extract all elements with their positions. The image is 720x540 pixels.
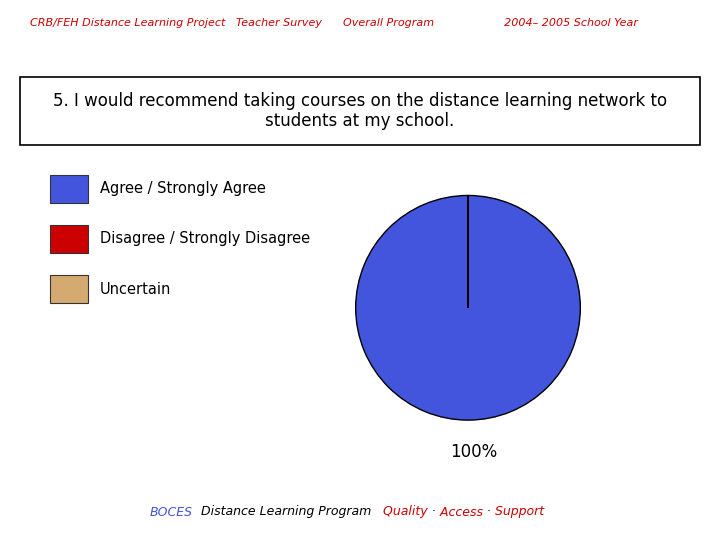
- Text: BOCES: BOCES: [150, 505, 193, 518]
- Text: ·: ·: [432, 505, 436, 518]
- FancyBboxPatch shape: [50, 175, 88, 203]
- Text: 5. I would recommend taking courses on the distance learning network to
students: 5. I would recommend taking courses on t…: [53, 92, 667, 130]
- Text: Distance Learning Program: Distance Learning Program: [193, 505, 372, 518]
- Text: Uncertain: Uncertain: [100, 281, 171, 296]
- FancyBboxPatch shape: [50, 225, 88, 253]
- FancyBboxPatch shape: [50, 275, 88, 303]
- Text: 100%: 100%: [450, 443, 498, 461]
- Text: Disagree / Strongly Disagree: Disagree / Strongly Disagree: [100, 232, 310, 246]
- Text: Access: Access: [436, 505, 487, 518]
- Text: Agree / Strongly Agree: Agree / Strongly Agree: [100, 181, 266, 197]
- Wedge shape: [356, 195, 580, 420]
- Text: Quality: Quality: [372, 505, 432, 518]
- FancyBboxPatch shape: [20, 77, 700, 145]
- Text: Support: Support: [491, 505, 544, 518]
- Text: CRB/FEH Distance Learning Project   Teacher Survey      Overall Program         : CRB/FEH Distance Learning Project Teache…: [30, 18, 638, 28]
- Text: ·: ·: [487, 505, 491, 518]
